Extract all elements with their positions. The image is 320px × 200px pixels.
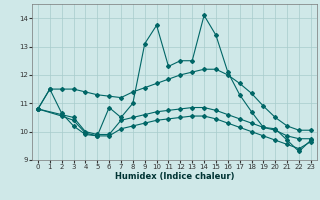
X-axis label: Humidex (Indice chaleur): Humidex (Indice chaleur) xyxy=(115,172,234,181)
